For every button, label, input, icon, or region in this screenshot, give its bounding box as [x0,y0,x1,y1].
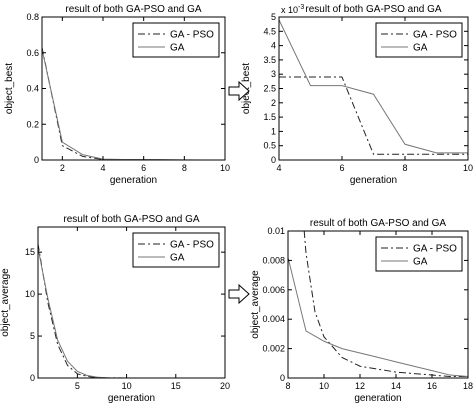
legend-label: GA [170,43,185,54]
y-axis-label: object_average [0,268,11,337]
chart-panel-1: result of both GA-PSO and GA 2 4 6 8 10 0 0.2 0.… [4,4,230,186]
x-axis-label: generation [350,175,397,186]
x-tick-label: 10 [122,381,132,391]
y-tick-label: 0.004 [262,314,285,324]
y-tick-label: 0 [271,155,276,165]
legend-box [375,22,463,58]
series-line-ga-pso [42,47,225,160]
legend-label: GA [413,257,428,268]
x-tick-label: 10 [220,163,230,173]
right-arrow-icon [228,80,250,102]
y-tick-label: 1.5 [263,112,276,122]
series-line-ga [42,49,225,160]
x-tick-label: 10 [319,381,329,391]
chart-title: result of both GA-PSO and GA [65,4,202,15]
x-tick-label: 16 [427,381,437,391]
legend-label: GA [413,43,428,54]
y-tick-label: 4.5 [263,26,276,36]
y-tick-label: 0.006 [262,285,285,295]
y-tick-label: 0.8 [26,12,39,22]
x-axis-label: generation [110,175,157,186]
y-tick-label: 2 [271,98,276,108]
y-tick-label: 4 [271,41,276,51]
x-tick-label: 10 [463,163,473,173]
y-tick-label: 0.008 [262,255,285,265]
y-tick-label: 0 [280,373,285,383]
legend: GA - PSO GA [375,22,463,58]
legend: GA - PSO GA [132,232,220,268]
chart-title: result of both GA-PSO and GA [305,4,442,15]
y-tick-label: 0 [30,373,35,383]
x-tick-label: 20 [220,381,230,391]
chart-panel-3: result of both GA-PSO and GA 5 10 15 20 0 5 10 1… [0,214,230,404]
chart-title: result of both GA-PSO and GA [63,214,200,225]
x-axis-label: generation [108,393,155,404]
y-tick-label: 3 [271,69,276,79]
legend-label: GA [170,253,185,264]
axes-frame [37,226,226,379]
series-line-ga-pso [279,76,468,155]
x-tick-label: 12 [355,381,365,391]
y-tick-label: 3.5 [263,55,276,65]
x-tick-label: 18 [463,381,473,391]
y-tick-label: 0.2 [26,119,39,129]
y-tick-label: 0.002 [262,344,285,354]
x-tick-label: 8 [285,381,290,391]
series-line-ga [288,257,468,378]
x-tick-label: 8 [182,163,187,173]
legend-box [132,22,220,58]
y-tick-label: 0.6 [26,48,39,58]
legend-box [375,236,463,272]
chart-title: result of both GA-PSO and GA [310,218,447,229]
y-tick-label: 5 [30,331,35,341]
x-axis-label: generation [354,393,401,404]
legend-box [132,232,220,268]
y-exponent-label: x 10-3 [281,4,304,15]
x-tick-label: 5 [75,381,80,391]
legend-label: GA - PSO [413,244,457,255]
x-tick-label: 4 [100,163,105,173]
chart-panel-4: result of both GA-PSO and GA 8 10 12 14 16 18 0… [250,218,473,404]
legend-label: GA - PSO [413,30,457,41]
x-tick-label: 2 [60,163,65,173]
x-tick-label: 6 [141,163,146,173]
y-tick-label: 0.5 [263,141,276,151]
y-tick-label: 5 [271,12,276,22]
y-axis-label: object_best [4,63,15,114]
y-tick-label: 0.01 [267,226,285,236]
series-line-ga [279,19,468,154]
y-tick-label: 15 [25,247,35,257]
y-exponent-power: -3 [298,4,304,11]
legend-label: GA - PSO [170,240,214,251]
y-tick-label: 1 [271,126,276,136]
y-tick-label: 2.5 [263,84,276,94]
series-line-ga-pso [303,231,468,378]
x-tick-label: 6 [339,163,344,173]
x-tick-label: 15 [171,381,181,391]
x-tick-label: 14 [391,381,401,391]
y-axis-label: object_average [250,270,261,339]
right-arrow-icon [228,283,250,305]
x-tick-label: 8 [402,163,407,173]
y-tick-label: 0.4 [26,84,39,94]
axes-frame [287,230,469,379]
legend: GA - PSO GA [375,236,463,272]
y-tick-label: 10 [25,289,35,299]
chart-panel-2: result of both GA-PSO and GA 4 6 8 10 0 0.5 1 1.… [241,4,473,186]
x-tick-label: 4 [276,163,281,173]
y-tick-label: 0 [34,155,39,165]
legend: GA - PSO GA [132,22,220,58]
legend-label: GA - PSO [170,30,214,41]
